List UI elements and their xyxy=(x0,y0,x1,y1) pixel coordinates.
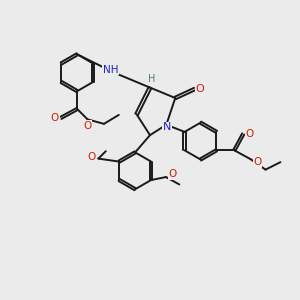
Text: O: O xyxy=(253,157,261,167)
Text: H: H xyxy=(148,74,155,84)
Text: O: O xyxy=(88,152,96,162)
Text: O: O xyxy=(51,113,59,123)
Text: NH: NH xyxy=(103,65,118,75)
Text: O: O xyxy=(196,84,204,94)
Text: O: O xyxy=(83,121,92,131)
Text: O: O xyxy=(245,129,253,139)
Text: N: N xyxy=(163,122,171,132)
Text: O: O xyxy=(168,169,177,179)
